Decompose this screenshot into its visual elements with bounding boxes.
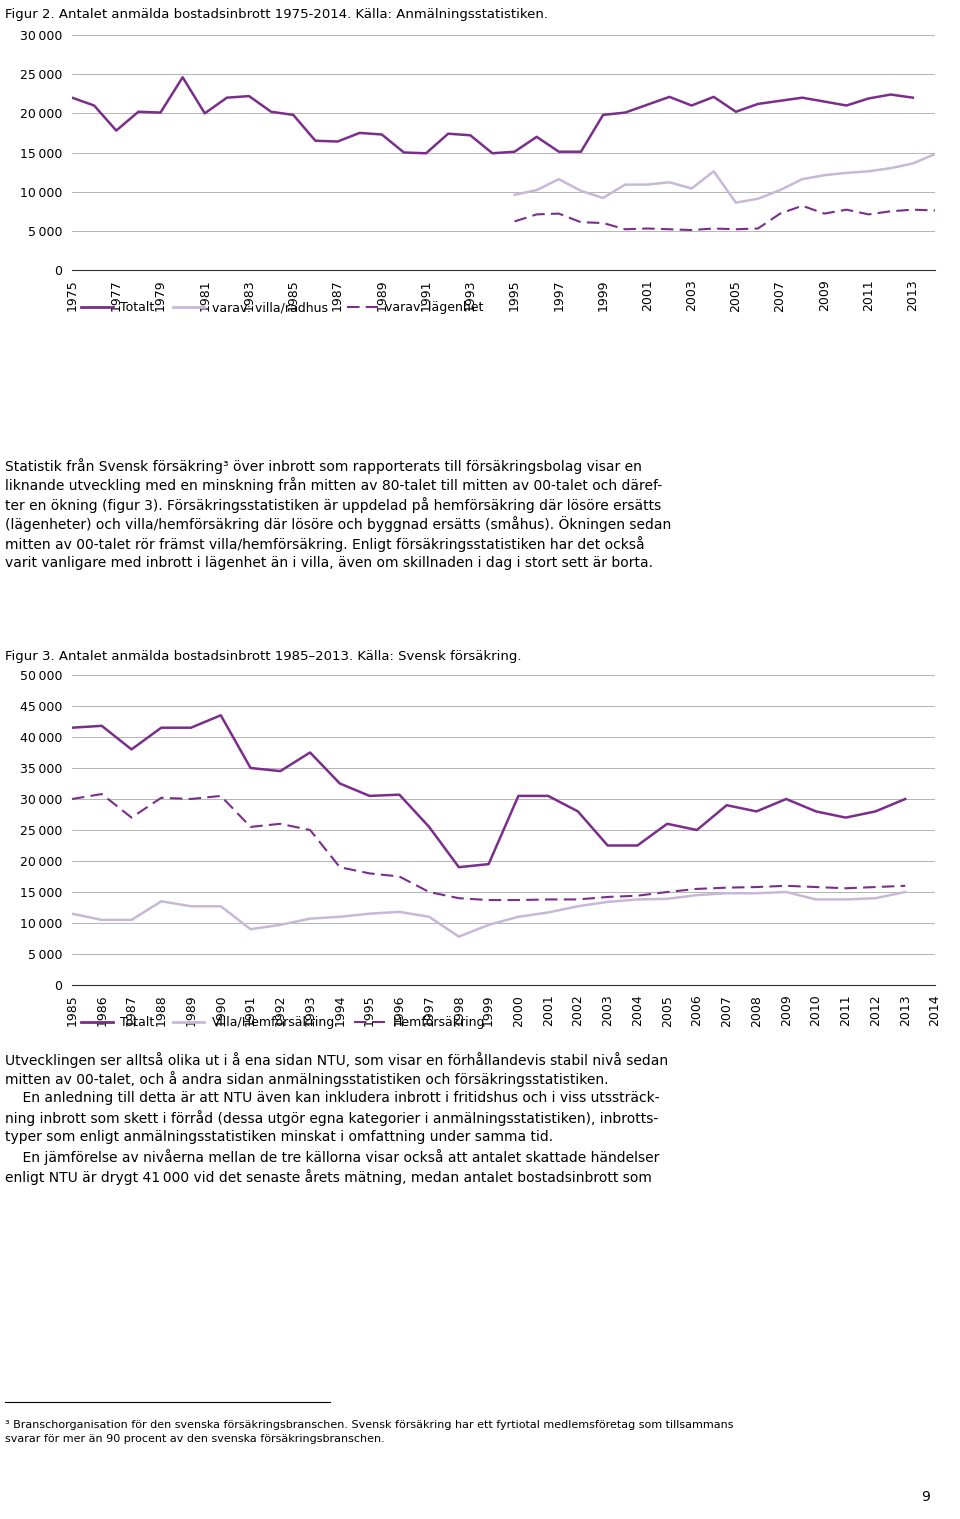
Text: liknande utveckling med en minskning från mitten av 80-talet till mitten av 00-t: liknande utveckling med en minskning frå… [5,477,662,494]
Text: ter en ökning (figur 3). Försäkringsstatistiken är uppdelad på hemförsäkring där: ter en ökning (figur 3). Försäkringsstat… [5,497,661,513]
Text: ³ Branschorganisation för den svenska försäkringsbranschen. Svensk försäkring ha: ³ Branschorganisation för den svenska fö… [5,1420,733,1429]
Text: enligt NTU är drygt 41 000 vid det senaste årets mätning, medan antalet bostadsi: enligt NTU är drygt 41 000 vid det senas… [5,1170,652,1185]
Text: mitten av 00-talet rör främst villa/hemförsäkring. Enligt försäkringsstatistiken: mitten av 00-talet rör främst villa/hemf… [5,536,644,551]
Text: mitten av 00-talet, och å andra sidan anmälningsstatistiken och försäkringsstati: mitten av 00-talet, och å andra sidan an… [5,1071,609,1088]
Legend: Totalt, varav: villa/radhus, varav: lägenhet: Totalt, varav: villa/radhus, varav: läge… [76,296,489,319]
Text: Figur 3. Antalet anmälda bostadsinbrott 1985–2013. Källa: Svensk försäkring.: Figur 3. Antalet anmälda bostadsinbrott … [5,650,521,662]
Text: Figur 2. Antalet anmälda bostadsinbrott 1975-2014. Källa: Anmälningsstatistiken.: Figur 2. Antalet anmälda bostadsinbrott … [5,8,548,21]
Text: typer som enligt anmälningsstatistiken minskat i omfattning under samma tid.: typer som enligt anmälningsstatistiken m… [5,1130,553,1144]
Text: ning inbrott som skett i förråd (dessa utgör egna kategorier i anmälningsstatist: ning inbrott som skett i förråd (dessa u… [5,1110,659,1127]
Text: Utvecklingen ser alltså olika ut i å ena sidan NTU, som visar en förhållandevis : Utvecklingen ser alltså olika ut i å ena… [5,1053,668,1068]
Text: En jämförelse av nivåerna mellan de tre källorna visar också att antalet skattad: En jämförelse av nivåerna mellan de tre … [5,1150,660,1165]
Text: Statistik från Svensk försäkring³ över inbrott som rapporterats till försäkrings: Statistik från Svensk försäkring³ över i… [5,459,642,474]
Text: varit vanligare med inbrott i lägenhet än i villa, även om skillnaden i dag i st: varit vanligare med inbrott i lägenhet ä… [5,556,653,570]
Text: 9: 9 [922,1490,930,1504]
Legend: Totalt, Villa/Hemförsäkring, Hemförsäkring: Totalt, Villa/Hemförsäkring, Hemförsäkri… [76,1012,490,1034]
Text: (lägenheter) och villa/hemförsäkring där lösöre och byggnad ersätts (småhus). Ök: (lägenheter) och villa/hemförsäkring där… [5,516,671,533]
Text: En anledning till detta är att NTU även kan inkludera inbrott i fritidshus och i: En anledning till detta är att NTU även … [5,1091,660,1104]
Text: svarar för mer än 90 procent av den svenska försäkringsbranschen.: svarar för mer än 90 procent av den sven… [5,1434,385,1445]
